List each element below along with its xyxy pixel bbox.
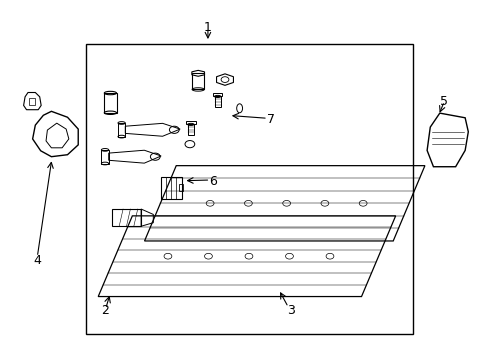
Text: 3: 3 [286,305,294,318]
Bar [178,184,182,192]
Text: 5: 5 [440,95,447,108]
Bar [112,209,141,226]
Bar [187,125,194,135]
Bar [212,93,222,96]
Text: 4: 4 [33,254,41,267]
Bar [161,177,181,199]
Text: 6: 6 [208,175,216,188]
Text: 2: 2 [102,305,109,318]
Bar [104,93,116,113]
Bar [214,96,221,107]
Bar [118,123,125,136]
Text: 1: 1 [203,21,211,34]
Bar [186,121,195,125]
Bar [29,98,35,104]
Text: 7: 7 [267,113,275,126]
Bar [192,73,204,89]
Bar [101,150,108,163]
Bar [86,44,412,334]
